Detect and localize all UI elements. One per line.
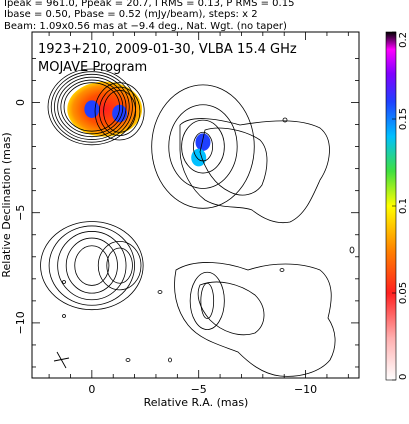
colorbar-tick-label: 0.15 xyxy=(398,108,409,130)
polarization-patch xyxy=(84,100,100,118)
x-tick-label: 0 xyxy=(88,383,95,396)
contour-line xyxy=(65,237,118,294)
x-axis-label: Relative R.A. (mas) xyxy=(144,396,249,409)
y-tick-label: 0 xyxy=(14,99,27,106)
noise-contour xyxy=(168,357,172,363)
x-tick-label: −10 xyxy=(294,383,317,396)
contour-line xyxy=(60,79,124,135)
contour-line xyxy=(181,119,225,174)
contour-line xyxy=(94,82,145,141)
noise-contour xyxy=(349,246,355,254)
contour-line xyxy=(48,225,135,306)
polarization-patch xyxy=(195,133,211,152)
noise-contour xyxy=(282,117,288,123)
jet-outline-upper xyxy=(179,118,330,224)
chart-subtitle: MOJAVE Program xyxy=(38,60,147,75)
plot-frame xyxy=(31,31,360,379)
colorbar-tick-label: 0 xyxy=(398,374,409,380)
noise-contour xyxy=(125,358,131,362)
header-line-1: Ipeak = 961.0, Ppeak = 20.7, I RMS = 0.1… xyxy=(4,0,295,9)
contour-line xyxy=(103,90,137,133)
y-tick-label: −5 xyxy=(14,205,27,221)
contour-line xyxy=(98,86,141,136)
contour-line xyxy=(50,71,133,143)
contour-line xyxy=(40,221,144,311)
colorbar-tick-label: 0.2 xyxy=(398,32,409,48)
chart-title: 1923+210, 2009-01-30, VLBA 15.4 GHz xyxy=(38,42,297,57)
polarization-patch xyxy=(191,148,207,167)
colorbar-tick-label: 0.05 xyxy=(398,282,409,304)
header-line-2: Ibase = 0.50, Pbase = 0.52 (mJy/beam), s… xyxy=(4,9,258,20)
contour-line xyxy=(54,73,130,140)
contour-line xyxy=(97,240,142,291)
contour-line xyxy=(74,245,110,286)
noise-contour xyxy=(62,314,66,318)
jet-outline-lower xyxy=(174,262,336,377)
colorbar-tick-label: 0.1 xyxy=(398,198,409,214)
contour-line xyxy=(106,247,133,284)
contour-line xyxy=(151,84,255,209)
contour-line xyxy=(63,82,121,132)
contour-line xyxy=(189,271,225,330)
contour-line xyxy=(168,104,238,189)
y-axis-label: Relative Declination (mas) xyxy=(0,132,13,277)
noise-contour xyxy=(62,280,66,284)
contour-line xyxy=(57,231,127,301)
noise-contour xyxy=(157,290,163,294)
jet-outline-lower-inner xyxy=(197,281,265,336)
jet-outline-upper-inner xyxy=(199,127,268,196)
y-tick-label: −10 xyxy=(14,311,27,334)
contour-line xyxy=(57,76,127,138)
noise-contour xyxy=(279,268,285,272)
header-line-3: Beam: 1.09x0.56 mas at −9.4 deg., Nat. W… xyxy=(4,21,287,32)
beam-marker xyxy=(53,351,70,369)
x-tick-label: −5 xyxy=(191,383,207,396)
